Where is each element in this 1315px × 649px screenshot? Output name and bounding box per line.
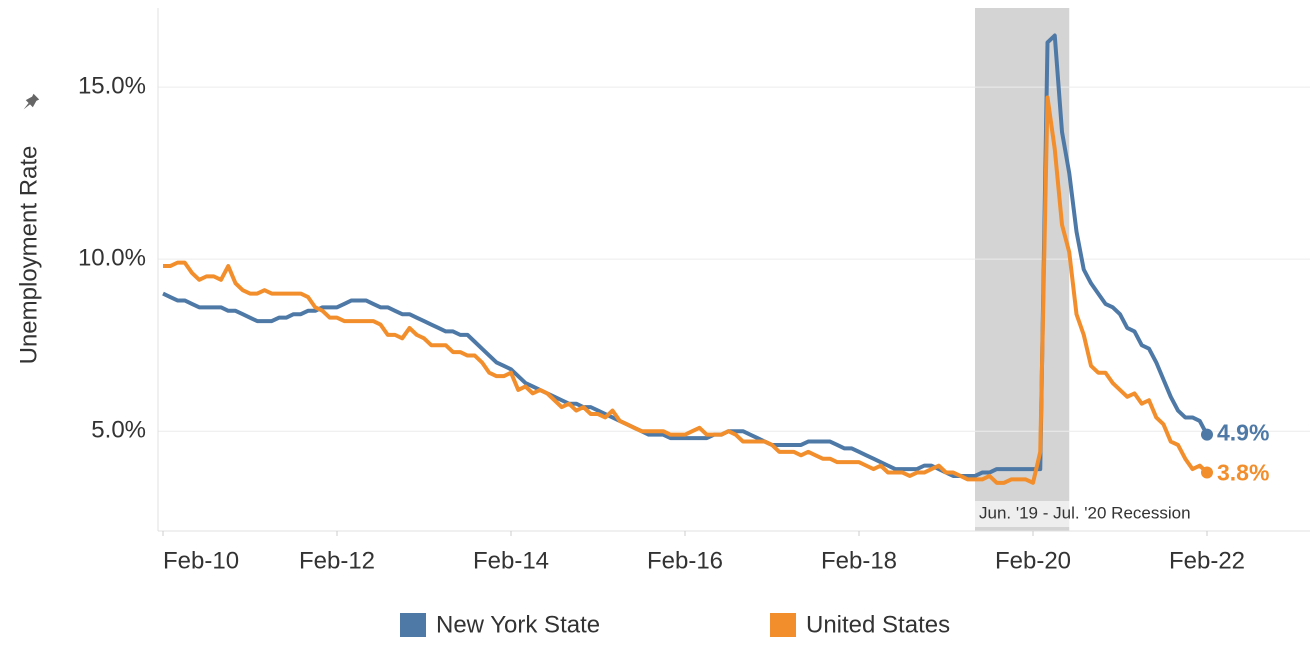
end-label: 4.9% bbox=[1217, 420, 1269, 446]
x-tick-label: Feb-16 bbox=[647, 547, 723, 574]
recession-band bbox=[975, 8, 1070, 531]
legend-label: United States bbox=[806, 611, 950, 638]
legend-swatch bbox=[770, 613, 796, 637]
series-line bbox=[163, 95, 1209, 485]
x-tick-label: Feb-20 bbox=[995, 547, 1071, 574]
end-label: 3.8% bbox=[1217, 460, 1269, 486]
x-tick-label: Feb-22 bbox=[1169, 547, 1245, 574]
y-tick-label: 15.0% bbox=[78, 72, 146, 99]
pin-icon bbox=[23, 93, 40, 110]
x-tick-label: Feb-14 bbox=[473, 547, 549, 574]
end-point bbox=[1201, 428, 1213, 441]
y-tick-label: 10.0% bbox=[78, 245, 146, 272]
x-tick-label: Feb-12 bbox=[299, 547, 375, 574]
pin-shape bbox=[23, 93, 40, 110]
end-point bbox=[1201, 466, 1213, 479]
legend-swatch bbox=[400, 613, 426, 637]
series-line bbox=[162, 33, 1209, 478]
x-tick-label: Feb-18 bbox=[821, 547, 897, 574]
legend-label: New York State bbox=[436, 611, 600, 638]
recession-label-bg bbox=[975, 501, 1271, 527]
y-axis-title: Unemployment Rate bbox=[15, 146, 42, 365]
recession-label: Jun. '19 - Jul. '20 Recession bbox=[979, 503, 1191, 522]
x-tick-label: Feb-10 bbox=[163, 547, 239, 574]
y-tick-label: 5.0% bbox=[91, 417, 146, 444]
